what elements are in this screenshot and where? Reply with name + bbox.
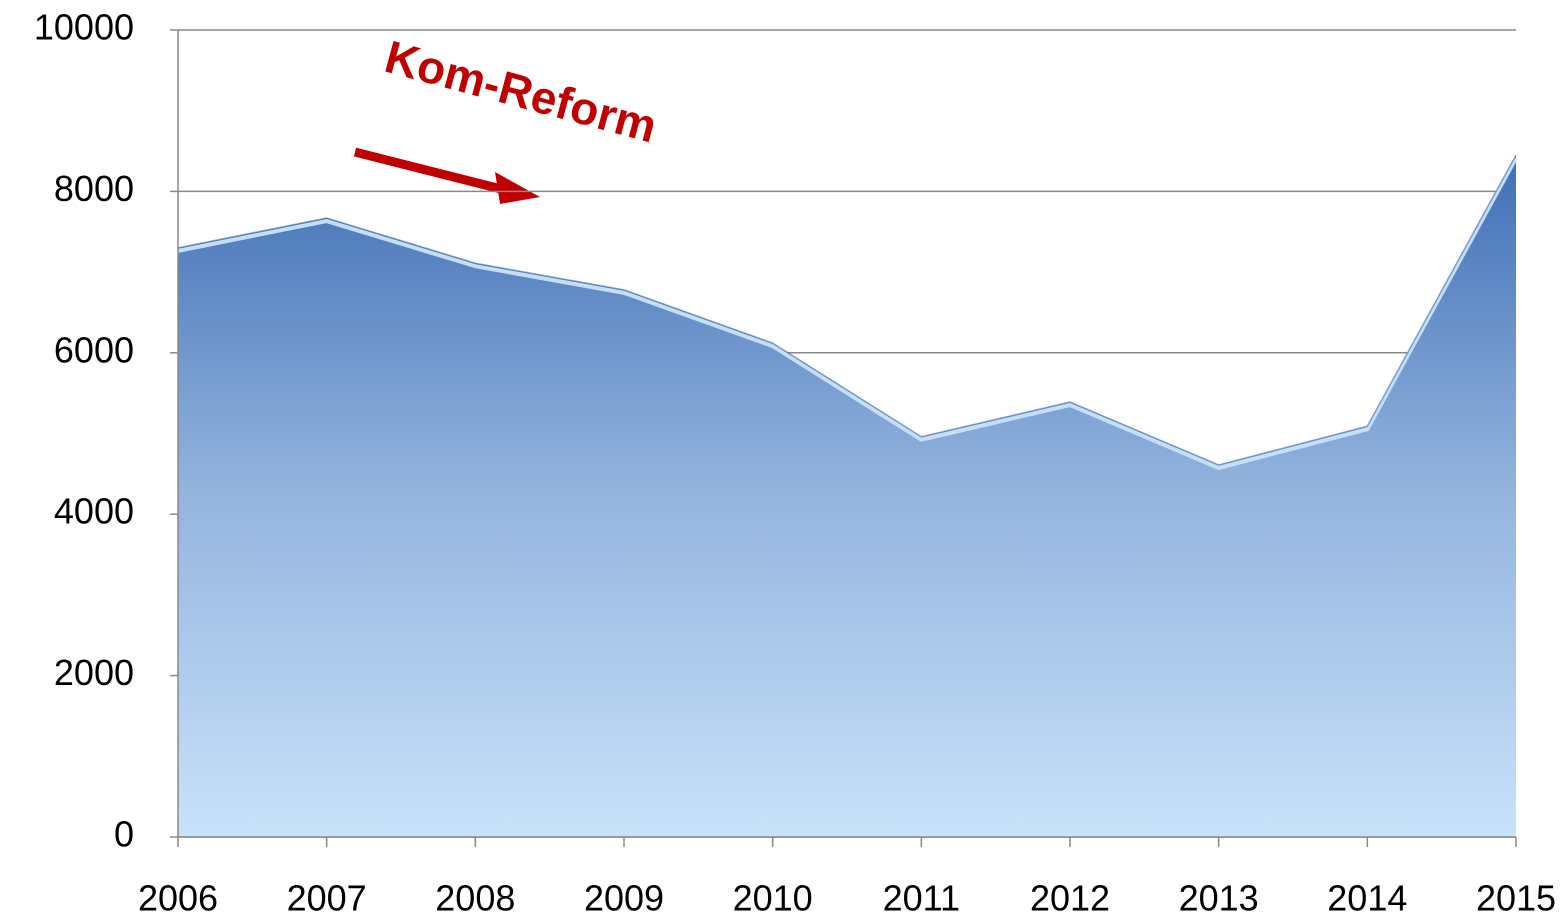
x-tick-label: 2007 (287, 878, 367, 919)
area-outline (177, 154, 1517, 466)
area (178, 155, 1516, 837)
area-edge (177, 157, 1518, 471)
y-tick-label: 6000 (54, 329, 134, 370)
x-tick-label: 2006 (138, 878, 218, 919)
x-tick-label: 2009 (584, 878, 664, 919)
y-tick-label: 0 (114, 814, 134, 855)
y-tick-label: 10000 (34, 7, 134, 48)
y-tick-label: 4000 (54, 491, 134, 532)
annotation: Kom-Reform (380, 30, 663, 152)
x-tick-label: 2012 (1030, 878, 1110, 919)
x-tick-label: 2010 (733, 878, 813, 919)
x-tick-label: 2015 (1476, 878, 1556, 919)
x-tick-label: 2014 (1327, 878, 1407, 919)
arrow (353, 147, 540, 204)
x-tick-label: 2008 (435, 878, 515, 919)
y-tick-label: 2000 (54, 652, 134, 693)
y-tick-label: 8000 (54, 168, 134, 209)
x-tick-label: 2011 (883, 878, 960, 919)
x-tick-label: 2013 (1179, 878, 1259, 919)
